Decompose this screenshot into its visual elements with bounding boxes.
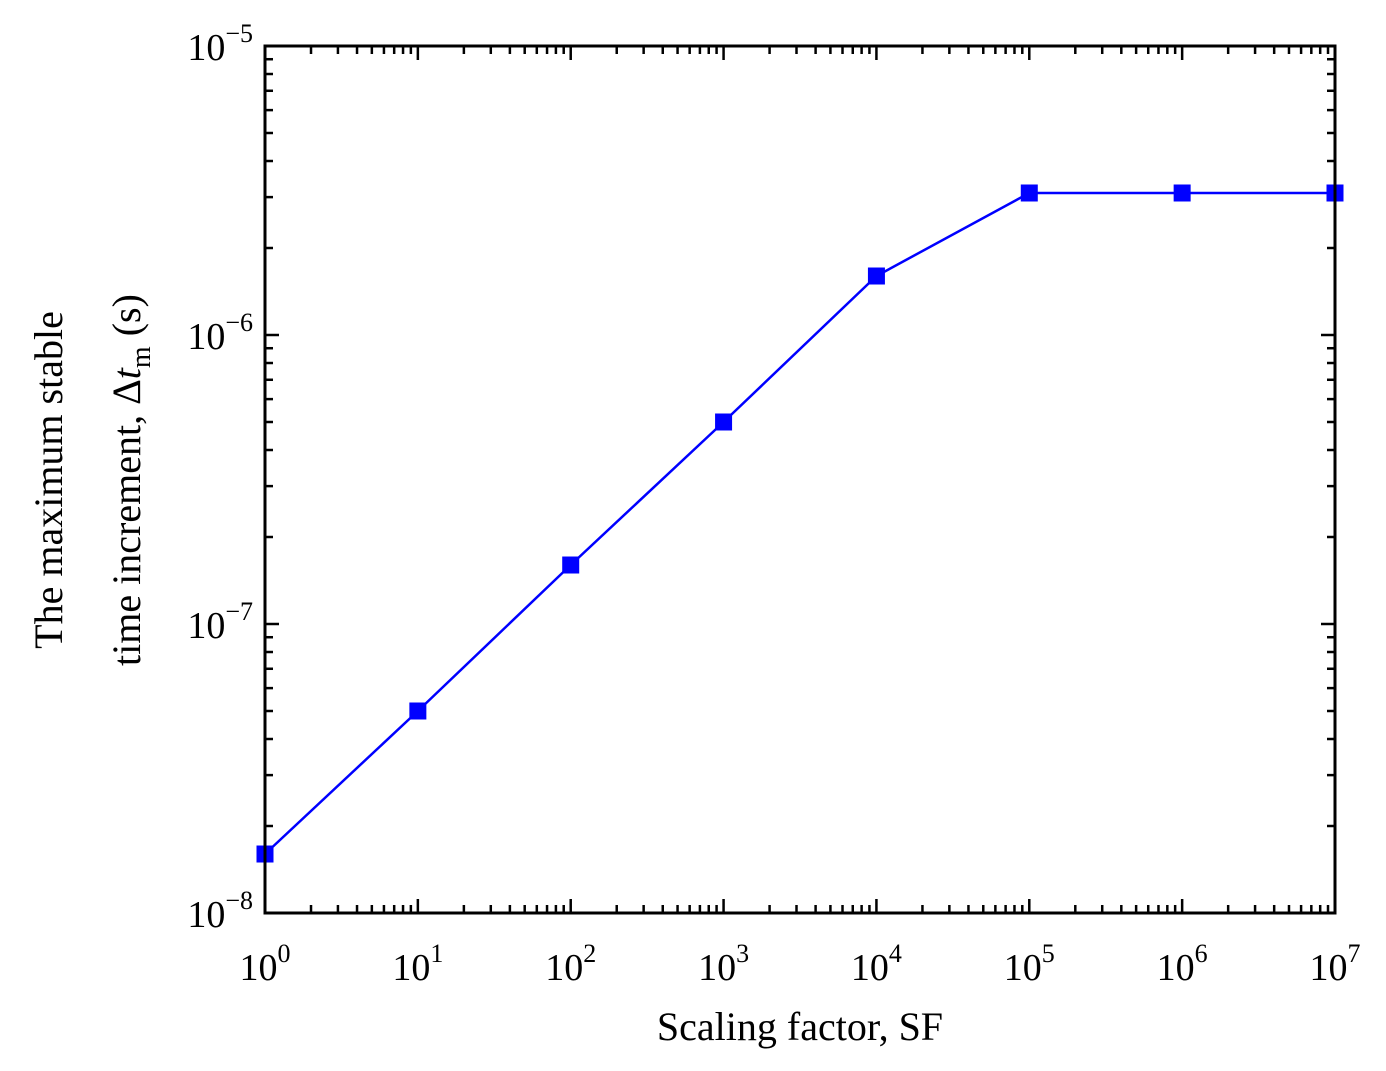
y-axis-label-line2: time increment, Δtm (s) xyxy=(104,294,157,666)
y-axis-label-line2-prefix: time increment, Δ xyxy=(104,379,149,666)
x-tick-label: 100 xyxy=(240,939,291,989)
data-point xyxy=(1020,184,1038,202)
x-tick-label: 105 xyxy=(1004,939,1055,989)
y-axis-label: The maximum stable xyxy=(26,311,71,649)
y-axis-label-line2-suffix: (s) xyxy=(104,294,149,346)
plot-area-frame xyxy=(263,44,1337,915)
x-tick-label: 102 xyxy=(545,939,596,989)
y-axis-label-2: time increment, Δtm (s) xyxy=(104,294,157,666)
data-point xyxy=(867,267,885,285)
y-tick-label: 10−7 xyxy=(187,597,253,647)
y-axis-label-line2-var: t xyxy=(104,367,149,379)
y-tick-label: 10−6 xyxy=(187,308,253,358)
x-tick-label: 106 xyxy=(1157,939,1208,989)
y-axis-label-line2-sub: m xyxy=(126,346,157,368)
data-point xyxy=(715,413,733,431)
labels-layer: 100 101 102 103 104 105 106 107 10−8 10−7 10−6 10−5 xyxy=(187,19,1360,989)
data-point xyxy=(1173,184,1191,202)
x-tick-label: 104 xyxy=(851,939,902,989)
x-axis-label: Scaling factor, SF xyxy=(657,1004,943,1049)
y-tick-label: 10−5 xyxy=(187,19,253,69)
ticks-layer xyxy=(263,44,1337,915)
x-tick-label: 101 xyxy=(392,939,443,989)
series-layer xyxy=(256,184,1344,863)
series-line xyxy=(264,191,1335,855)
y-axis-label-line1: The maximum stable xyxy=(26,311,71,649)
data-point xyxy=(562,556,580,574)
data-point xyxy=(409,702,427,720)
x-tick-label: 107 xyxy=(1310,939,1361,989)
y-tick-label: 10−8 xyxy=(187,886,253,936)
x-tick-label: 103 xyxy=(698,939,749,989)
